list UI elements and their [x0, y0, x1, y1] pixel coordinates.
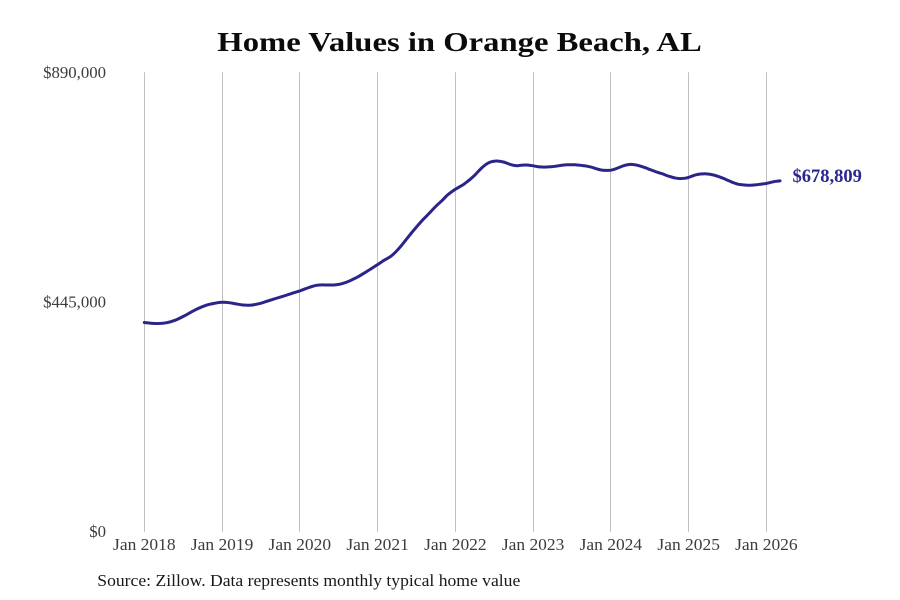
svg-text:$0: $0 [89, 522, 106, 541]
svg-text:Jan 2021: Jan 2021 [346, 535, 409, 554]
svg-text:Jan 2019: Jan 2019 [191, 535, 254, 554]
svg-text:Jan 2023: Jan 2023 [502, 535, 565, 554]
svg-text:$678,809: $678,809 [793, 167, 862, 187]
svg-text:Jan 2024: Jan 2024 [580, 535, 643, 554]
svg-text:Home Values in Orange Beach, A: Home Values in Orange Beach, AL [217, 27, 702, 57]
svg-text:Jan 2018: Jan 2018 [113, 535, 176, 554]
svg-text:Source: Zillow. Data represent: Source: Zillow. Data represents monthly … [97, 571, 520, 590]
svg-text:Jan 2020: Jan 2020 [269, 535, 332, 554]
svg-text:Jan 2026: Jan 2026 [735, 535, 798, 554]
svg-text:$890,000: $890,000 [43, 63, 106, 82]
svg-text:Jan 2025: Jan 2025 [657, 535, 720, 554]
svg-text:$445,000: $445,000 [43, 292, 106, 311]
svg-text:Jan 2022: Jan 2022 [424, 535, 487, 554]
